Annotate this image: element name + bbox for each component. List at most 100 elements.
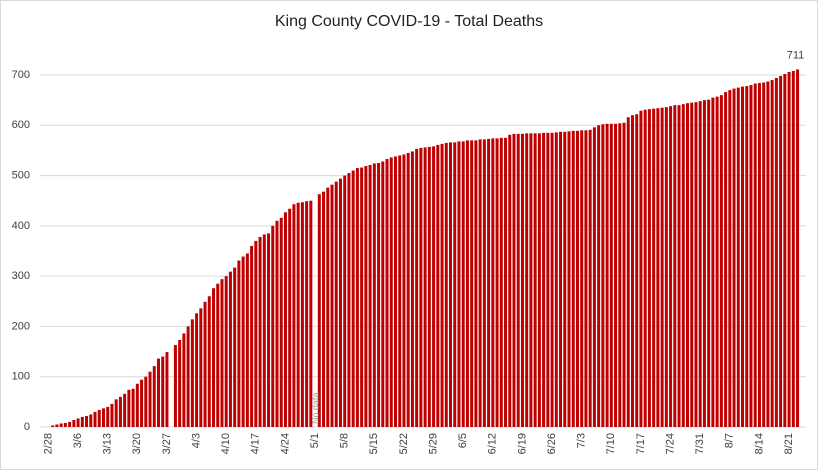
bar bbox=[389, 157, 393, 427]
bar bbox=[597, 125, 601, 428]
bar bbox=[571, 130, 575, 427]
bar bbox=[55, 424, 59, 427]
bar bbox=[711, 97, 715, 427]
bar bbox=[715, 96, 719, 427]
bar bbox=[309, 200, 313, 427]
bar bbox=[224, 276, 228, 427]
bar bbox=[444, 142, 448, 427]
bar bbox=[542, 132, 546, 428]
bar bbox=[753, 83, 757, 427]
bar bbox=[355, 168, 359, 427]
bar bbox=[254, 240, 258, 427]
x-tick-label: 7/10 bbox=[605, 433, 617, 454]
bar bbox=[465, 140, 469, 427]
bar bbox=[63, 422, 67, 427]
bar bbox=[525, 133, 529, 427]
bar bbox=[787, 71, 791, 428]
bar bbox=[609, 123, 613, 427]
bar bbox=[732, 88, 736, 427]
bar bbox=[326, 187, 330, 427]
bar bbox=[262, 234, 266, 427]
bar bbox=[567, 131, 571, 427]
bar bbox=[89, 414, 93, 427]
bar bbox=[207, 296, 211, 427]
bar bbox=[605, 123, 609, 427]
bar bbox=[144, 376, 148, 427]
bar bbox=[241, 256, 245, 427]
x-tick-label: 4/17 bbox=[250, 433, 262, 454]
x-tick-label: 7/17 bbox=[635, 433, 647, 454]
bar bbox=[664, 107, 668, 427]
bar bbox=[72, 419, 76, 427]
bar bbox=[423, 147, 427, 427]
bar bbox=[436, 144, 440, 427]
bar bbox=[135, 383, 139, 427]
bar bbox=[588, 129, 592, 427]
x-tick-label: 6/5 bbox=[457, 433, 469, 448]
bar bbox=[68, 421, 72, 427]
bar bbox=[457, 141, 461, 427]
bar bbox=[410, 151, 414, 428]
bar bbox=[673, 105, 677, 428]
bar bbox=[305, 201, 309, 427]
bar bbox=[131, 388, 135, 427]
x-tick-label: 3/6 bbox=[72, 433, 84, 448]
bar bbox=[762, 82, 766, 428]
bar bbox=[199, 308, 203, 427]
bar bbox=[563, 131, 567, 427]
bar bbox=[499, 137, 503, 427]
bar bbox=[427, 146, 431, 427]
bar bbox=[719, 95, 723, 427]
y-tick-label: 400 bbox=[12, 220, 30, 232]
x-tick-label: 6/12 bbox=[487, 433, 499, 454]
bar bbox=[724, 92, 728, 428]
bar bbox=[165, 352, 169, 427]
bar bbox=[550, 132, 554, 428]
bar bbox=[237, 260, 241, 427]
bar bbox=[271, 225, 275, 427]
data-label: 711 bbox=[787, 49, 805, 61]
bar bbox=[317, 194, 321, 427]
y-tick-label: 300 bbox=[12, 270, 30, 282]
bar bbox=[643, 109, 647, 427]
bar bbox=[690, 102, 694, 428]
x-tick-label: 4/24 bbox=[279, 433, 291, 454]
x-tick-label: 5/1 bbox=[309, 433, 321, 448]
bar bbox=[791, 70, 795, 427]
bar bbox=[402, 154, 406, 428]
bar bbox=[300, 202, 304, 427]
bar bbox=[182, 333, 186, 427]
bar bbox=[161, 356, 165, 427]
bar bbox=[364, 166, 368, 427]
bar bbox=[338, 178, 342, 427]
bar bbox=[258, 236, 262, 427]
x-tick-label: 8/14 bbox=[753, 433, 765, 454]
bar bbox=[343, 175, 347, 427]
bar bbox=[190, 319, 194, 427]
bar bbox=[419, 147, 423, 427]
y-tick-label: 700 bbox=[12, 69, 30, 81]
bar bbox=[639, 110, 643, 428]
x-tick-label: 3/13 bbox=[102, 433, 114, 454]
bar bbox=[233, 267, 237, 427]
bar bbox=[669, 106, 673, 428]
bar bbox=[728, 90, 732, 427]
bar bbox=[652, 108, 656, 427]
bar bbox=[614, 123, 618, 427]
bar bbox=[529, 133, 533, 427]
bar bbox=[774, 78, 778, 427]
x-tick-label: 5/29 bbox=[427, 433, 439, 454]
bar bbox=[432, 146, 436, 428]
bar bbox=[626, 117, 630, 428]
bar bbox=[470, 140, 474, 427]
bar bbox=[178, 340, 182, 427]
bar bbox=[85, 415, 89, 427]
bar bbox=[533, 133, 537, 427]
bar bbox=[677, 105, 681, 428]
bar bbox=[334, 181, 338, 427]
bar bbox=[216, 283, 220, 427]
bar bbox=[76, 418, 80, 427]
bar bbox=[783, 73, 787, 427]
x-tick-label: 4/3 bbox=[190, 433, 202, 448]
bar bbox=[296, 202, 300, 427]
